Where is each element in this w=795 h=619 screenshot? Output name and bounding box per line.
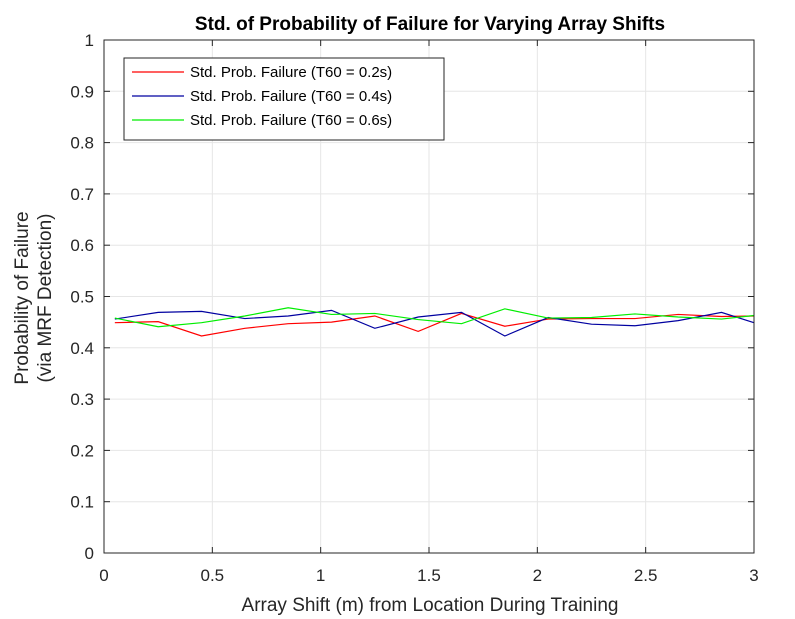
- y-tick-label: 0.3: [70, 390, 94, 409]
- y-tick-label: 0.6: [70, 236, 94, 255]
- data-series: [114, 307, 755, 337]
- x-tick-label: 1.5: [417, 566, 441, 585]
- x-tick-label: 0: [99, 566, 108, 585]
- legend-label-3: Std. Prob. Failure (T60 = 0.6s): [190, 112, 392, 129]
- tick-labels: 0 0.5 1 1.5 2 2.5 3 0 0.1 0.2 0.3 0.4 0.5 0.6 0.7 0.8 0.…: [70, 31, 758, 585]
- legend-label-1: Std. Prob. Failure (T60 = 0.2s): [190, 64, 392, 81]
- y-tick-label: 0: [85, 544, 94, 563]
- y-tick-label: 1: [85, 31, 94, 50]
- y-tick-label: 0.5: [70, 288, 94, 307]
- chart-title: Std. of Probability of Failure for Varyi…: [195, 14, 665, 35]
- y-tick-label: 0.7: [70, 185, 94, 204]
- x-tick-label: 3: [749, 566, 758, 585]
- series-line-3: [114, 307, 755, 328]
- y-tick-label: 0.1: [70, 493, 94, 512]
- x-tick-label: 2.5: [634, 566, 658, 585]
- y-axis-label-line-1: Probability of Failure: [12, 211, 33, 384]
- y-axis-label-line-2: (via MRF Detection): [35, 214, 56, 383]
- y-tick-label: 0.4: [70, 339, 94, 358]
- series-line-1: [114, 312, 755, 337]
- legend-label-2: Std. Prob. Failure (T60 = 0.4s): [190, 88, 392, 105]
- y-tick-label: 0.9: [70, 82, 94, 101]
- legend: Std. Prob. Failure (T60 = 0.2s) Std. Prob…: [123, 57, 445, 141]
- x-tick-label: 0.5: [201, 566, 225, 585]
- y-tick-label: 0.2: [70, 441, 94, 460]
- x-tick-label: 1: [316, 566, 325, 585]
- plot-frame: [103, 39, 755, 554]
- x-tick-label: 2: [533, 566, 542, 585]
- axes: [103, 39, 755, 554]
- y-tick-label: 0.8: [70, 134, 94, 153]
- series-line-2: [114, 309, 755, 337]
- x-axis-label: Array Shift (m) from Location During Tra…: [242, 595, 619, 616]
